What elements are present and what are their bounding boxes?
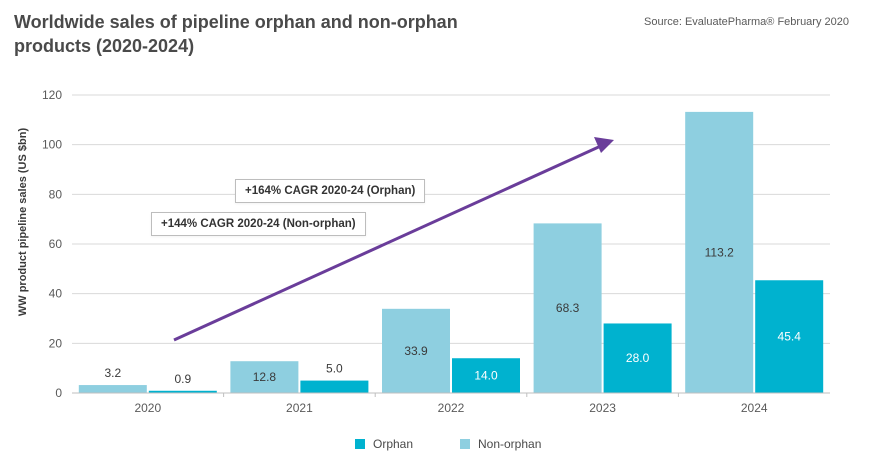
x-tick-label-2020: 2020 bbox=[134, 401, 161, 415]
data-label-orphan-2023: 28.0 bbox=[626, 351, 650, 365]
x-tick-label-2023: 2023 bbox=[589, 401, 616, 415]
data-label-nonorphan-2022: 33.9 bbox=[404, 344, 428, 358]
source-note: Source: EvaluatePharma® February 2020 bbox=[644, 16, 849, 28]
bar-orphan-2020 bbox=[148, 390, 217, 393]
legend-label-orphan: Orphan bbox=[373, 437, 414, 451]
chart-title: Worldwide sales of pipeline orphan and n… bbox=[14, 12, 458, 56]
data-label-nonorphan-2024: 113.2 bbox=[705, 245, 734, 259]
trend-arrow bbox=[173, 137, 614, 342]
data-label-nonorphan-2023: 68.3 bbox=[556, 301, 580, 315]
y-tick-label-0: 0 bbox=[55, 386, 62, 400]
bar-orphan-2022 bbox=[452, 358, 520, 393]
bar-orphan-2023 bbox=[603, 323, 672, 393]
bar-nonorphan-2021 bbox=[230, 361, 299, 393]
legend-item-nonorphan: Non-orphan bbox=[460, 437, 541, 451]
y-tick-label-120: 120 bbox=[42, 88, 62, 102]
data-label-orphan-2020: 0.9 bbox=[174, 372, 191, 386]
data-label-orphan-2022: 14.0 bbox=[474, 369, 498, 383]
axes: 0 20 40 60 80 100 120 2020 2021 2022 2023 2024 bbox=[42, 88, 830, 415]
bar-nonorphan-2022 bbox=[382, 308, 450, 393]
legend-swatch-nonorphan bbox=[460, 439, 470, 449]
legend: Orphan Non-orphan bbox=[0, 437, 887, 457]
bar-orphan-2024 bbox=[755, 280, 824, 393]
data-label-nonorphan-2021: 12.8 bbox=[253, 370, 277, 384]
y-tick-label-60: 60 bbox=[49, 237, 63, 251]
y-tick-label-40: 40 bbox=[49, 287, 63, 301]
bars: 3.2 0.9 12.8 5.0 33.9 14.0 68.3 28.0 113.2 45.4 bbox=[78, 111, 824, 394]
data-label-nonorphan-2020: 3.2 bbox=[104, 366, 121, 380]
y-axis-label: WW product pipeline sales (US $bn) bbox=[17, 128, 29, 317]
bar-orphan-2021 bbox=[300, 380, 369, 393]
y-tick-label-100: 100 bbox=[42, 138, 62, 152]
data-label-orphan-2021: 5.0 bbox=[326, 362, 343, 376]
cagr-orphan-box: +164% CAGR 2020-24 (Orphan) bbox=[235, 179, 426, 203]
bar-nonorphan-2020 bbox=[78, 385, 147, 393]
trend-arrow-line bbox=[173, 143, 604, 342]
legend-label-nonorphan: Non-orphan bbox=[478, 437, 542, 451]
bar-nonorphan-2023 bbox=[533, 223, 602, 393]
cagr-nonorphan-box: +144% CAGR 2020-24 (Non-orphan) bbox=[151, 212, 366, 236]
legend-item-orphan: Orphan bbox=[355, 437, 413, 451]
x-tick-label-2024: 2024 bbox=[741, 401, 768, 415]
legend-swatch-orphan bbox=[355, 439, 365, 449]
bar-nonorphan-2024 bbox=[685, 111, 754, 394]
y-tick-label-80: 80 bbox=[49, 187, 63, 201]
x-tick-label-2021: 2021 bbox=[286, 401, 313, 415]
y-tick-label-20: 20 bbox=[49, 336, 63, 350]
x-tick-label-2022: 2022 bbox=[438, 401, 465, 415]
trend-arrow-head bbox=[594, 137, 614, 153]
data-label-orphan-2024: 45.4 bbox=[778, 330, 802, 344]
